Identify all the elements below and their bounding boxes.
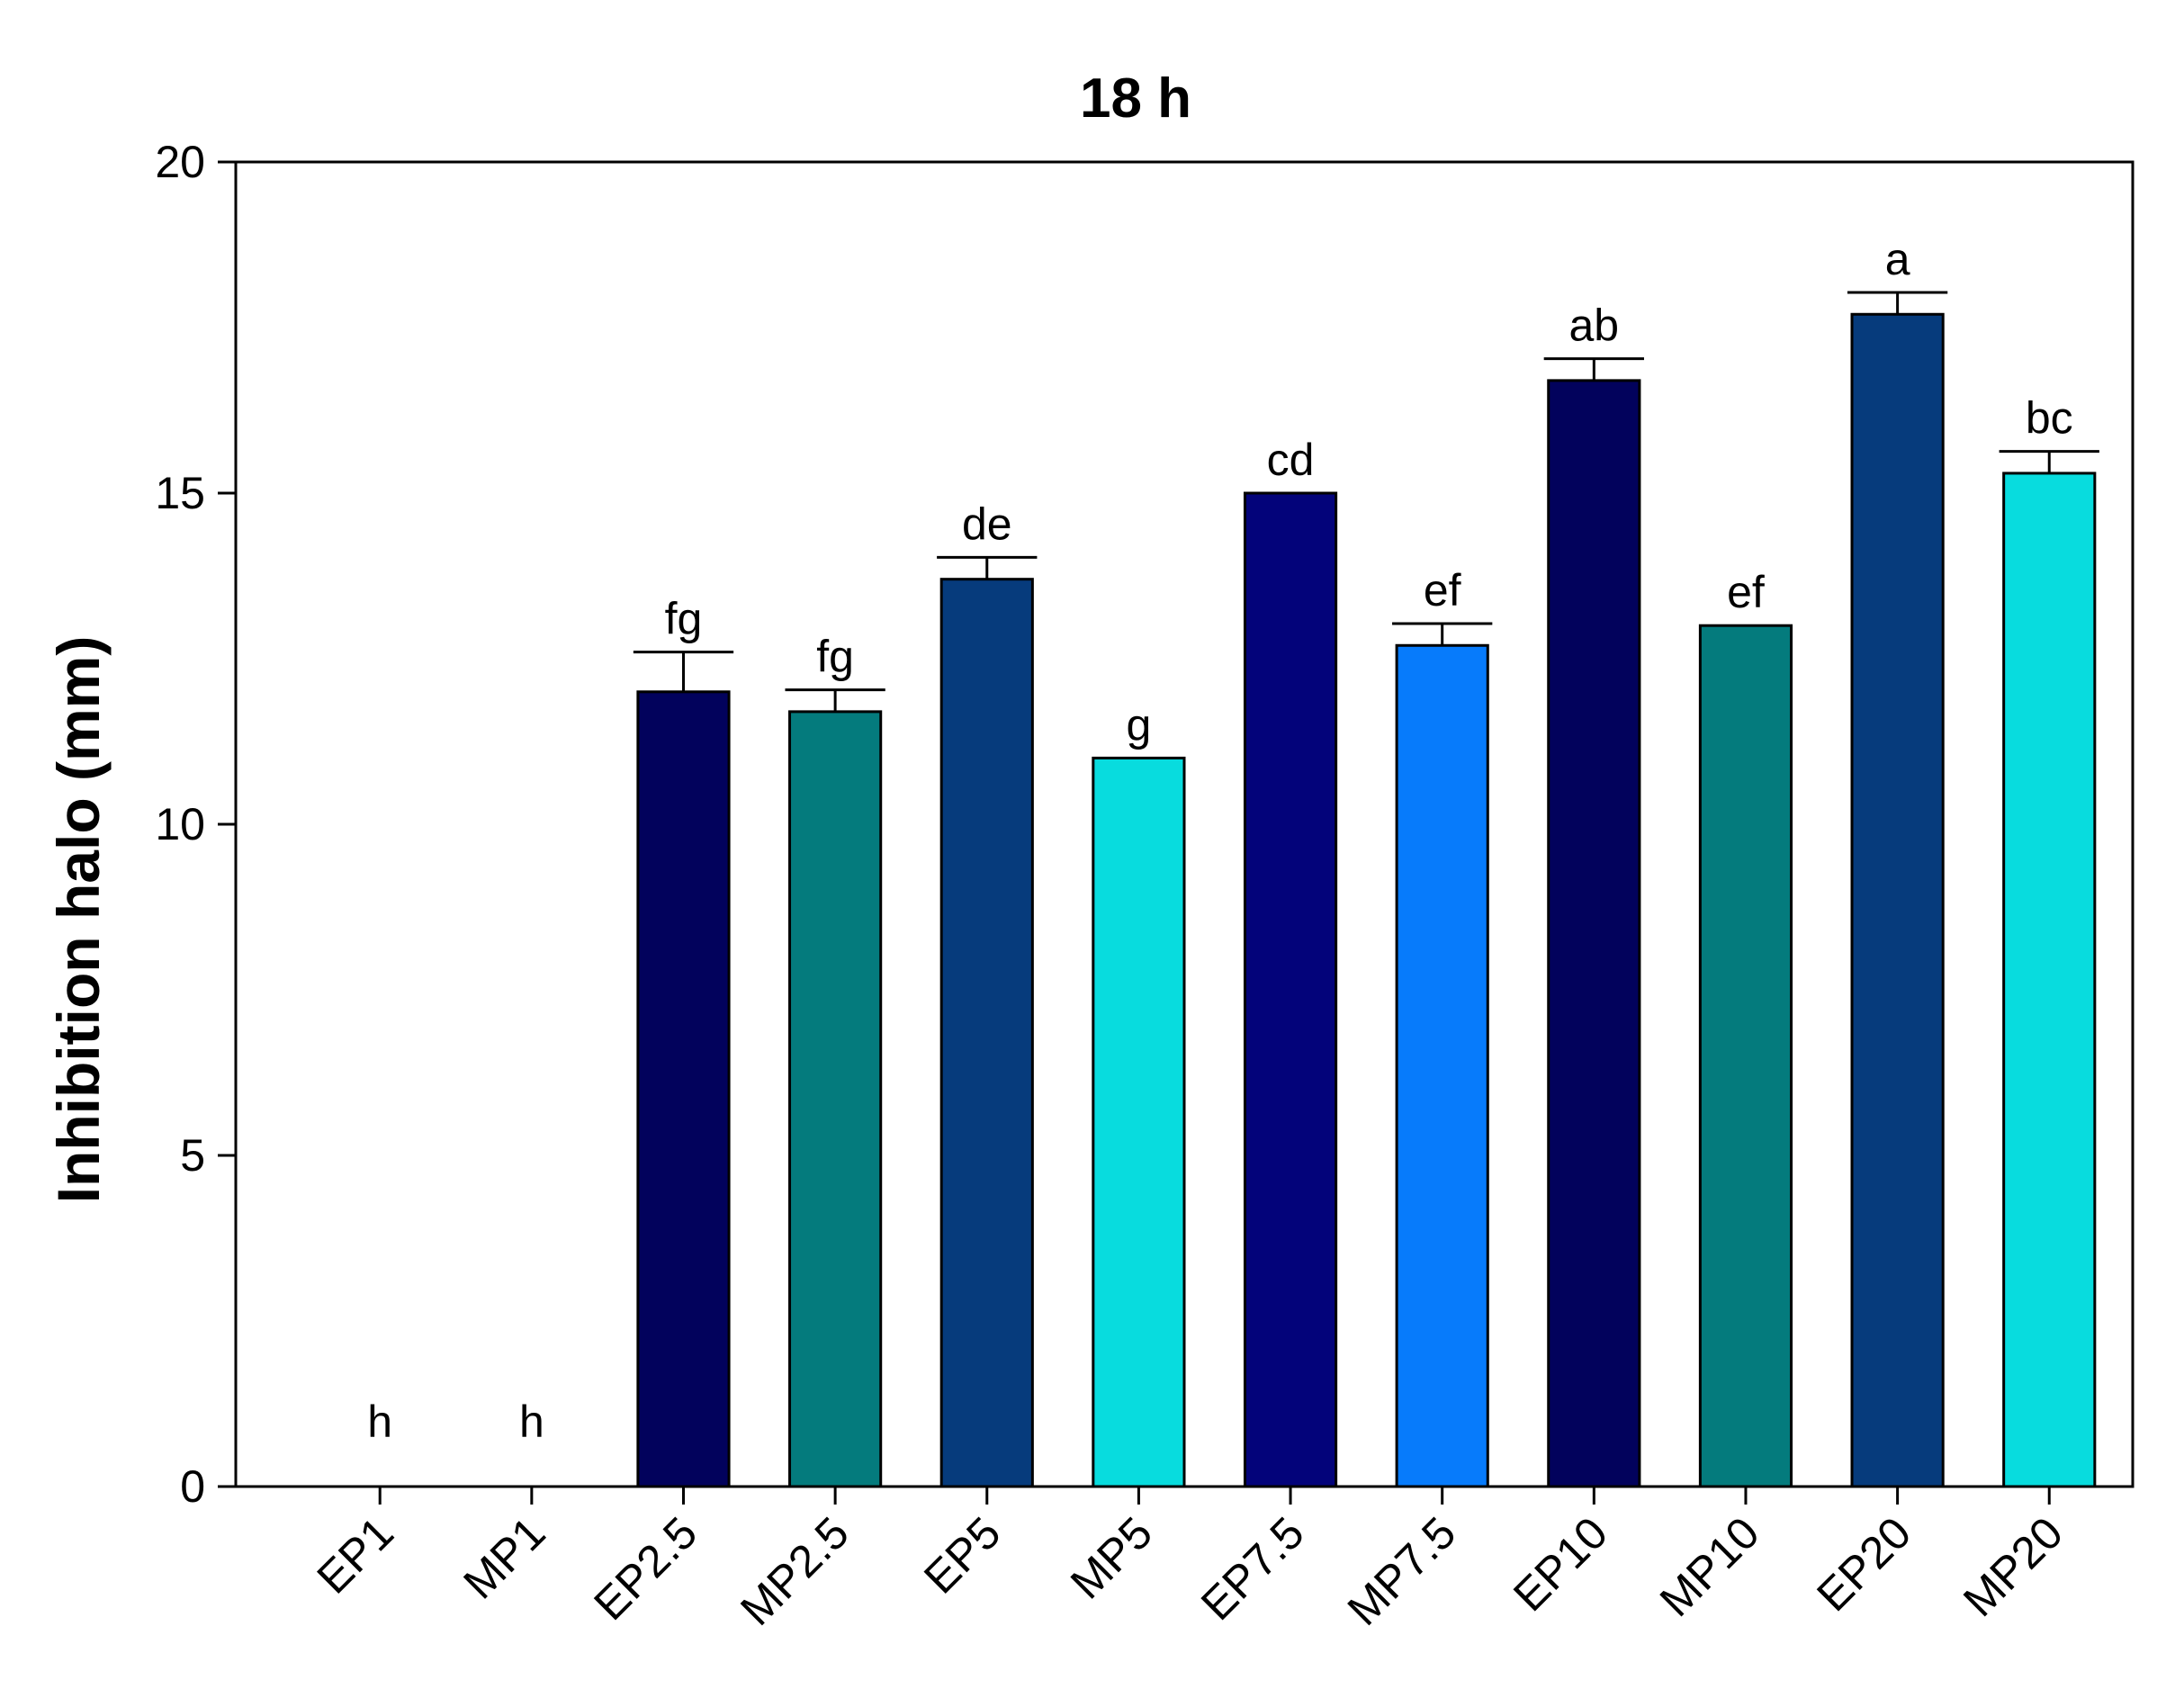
bar-mp5	[1092, 756, 1186, 1488]
significance-label: fg	[816, 632, 854, 682]
significance-label: de	[962, 499, 1012, 549]
category-label: EP2.5	[584, 1507, 706, 1630]
category-label: EP1	[308, 1507, 403, 1603]
significance-label: g	[1127, 699, 1152, 750]
y-tick-label: 15	[155, 468, 205, 518]
category-label: EP10	[1504, 1507, 1617, 1621]
significance-label: cd	[1267, 435, 1315, 485]
bar-ep10	[1547, 379, 1641, 1488]
significance-label: ef	[1424, 565, 1461, 615]
category-label: MP1	[454, 1507, 554, 1608]
bar-ep20	[1850, 312, 1945, 1488]
bar-ep7-5	[1243, 491, 1338, 1488]
y-tick-label: 5	[180, 1130, 205, 1181]
chart-title: 18 h	[1080, 67, 1191, 130]
significance-label: ef	[1727, 567, 1765, 617]
y-tick-label: 0	[180, 1461, 205, 1512]
significance-label: h	[519, 1397, 544, 1447]
y-tick-label: 20	[155, 137, 205, 187]
category-label: MP20	[1954, 1507, 2072, 1626]
bar-ep5	[939, 578, 1034, 1488]
significance-label: bc	[2026, 393, 2073, 444]
significance-label: h	[367, 1397, 392, 1447]
bar-ep2-5	[636, 690, 731, 1488]
significance-label: ab	[1569, 301, 1620, 351]
y-axis-label: Inhibition halo (mm)	[45, 636, 112, 1204]
category-label: MP5	[1061, 1507, 1162, 1608]
bar-mp20	[2002, 472, 2097, 1488]
category-label: MP10	[1650, 1507, 1769, 1626]
significance-label: fg	[665, 594, 703, 644]
bar-mp2-5	[788, 710, 883, 1488]
category-label: EP20	[1807, 1507, 1920, 1621]
category-label: EP5	[914, 1507, 1010, 1603]
category-label: EP7.5	[1191, 1507, 1314, 1630]
plot-area: 0 5 10 15 20 h EP1 h MP1 fg EP2.5 fg MP2.5 de EP5 g MP5 c…	[155, 137, 2135, 1635]
y-tick-label: 10	[155, 799, 205, 849]
significance-label: a	[1885, 234, 1910, 284]
category-label: MP7.5	[1338, 1507, 1466, 1635]
category-label: MP2.5	[731, 1507, 858, 1635]
bar-mp10	[1698, 624, 1793, 1488]
bar-mp7-5	[1395, 643, 1489, 1488]
